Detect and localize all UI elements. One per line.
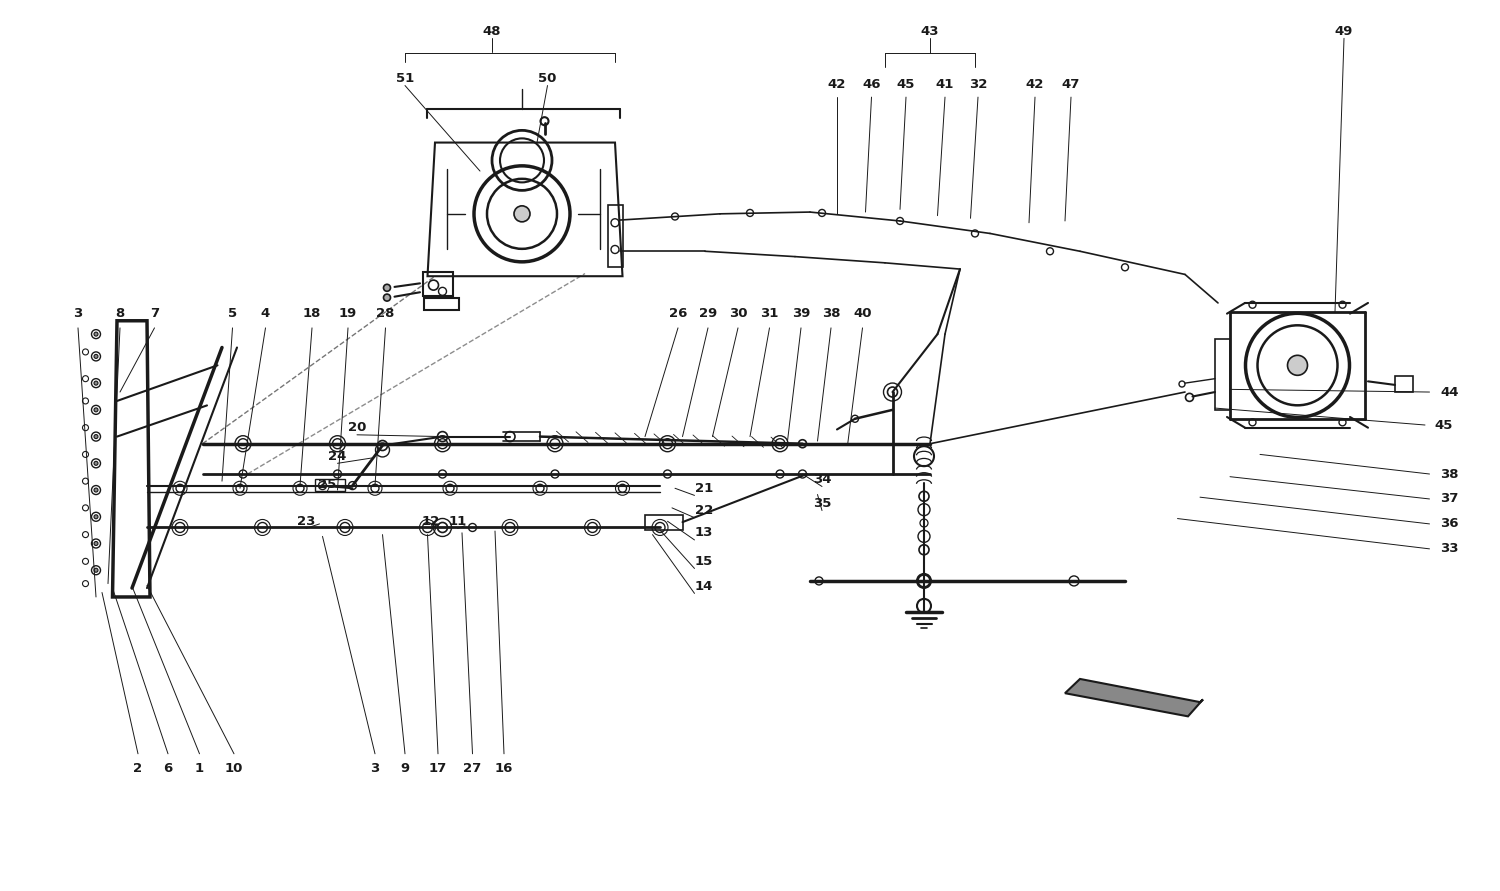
Text: 11: 11 <box>448 515 466 527</box>
Text: 22: 22 <box>694 504 712 517</box>
Text: 3: 3 <box>74 307 82 320</box>
Text: 25: 25 <box>318 478 336 491</box>
Text: 37: 37 <box>1440 493 1458 505</box>
Text: 14: 14 <box>694 580 712 593</box>
Text: 38: 38 <box>822 307 840 320</box>
Circle shape <box>94 542 98 545</box>
Text: 26: 26 <box>669 307 687 320</box>
Text: 41: 41 <box>936 78 954 91</box>
Text: 46: 46 <box>862 78 880 91</box>
Text: 48: 48 <box>483 25 501 37</box>
Text: 24: 24 <box>328 450 346 462</box>
Text: 34: 34 <box>813 473 831 486</box>
Circle shape <box>94 435 98 438</box>
Text: 44: 44 <box>1440 386 1458 398</box>
Text: 12: 12 <box>422 515 440 527</box>
Text: 5: 5 <box>228 307 237 320</box>
Text: 49: 49 <box>1335 25 1353 37</box>
Text: 19: 19 <box>339 307 357 320</box>
Text: 45: 45 <box>1434 419 1452 431</box>
Circle shape <box>94 568 98 572</box>
Text: 35: 35 <box>813 497 831 510</box>
Text: 23: 23 <box>297 515 315 527</box>
Text: 42: 42 <box>828 78 846 91</box>
Text: 45: 45 <box>897 78 915 91</box>
Text: 3: 3 <box>370 762 380 774</box>
Text: 28: 28 <box>376 307 394 320</box>
Text: 8: 8 <box>116 307 124 320</box>
Text: 47: 47 <box>1062 78 1080 91</box>
Circle shape <box>94 408 98 412</box>
Text: 50: 50 <box>538 72 556 85</box>
Text: 15: 15 <box>694 555 712 568</box>
Text: 17: 17 <box>429 762 447 774</box>
Circle shape <box>384 284 390 291</box>
Circle shape <box>94 381 98 385</box>
Circle shape <box>94 355 98 358</box>
Text: 43: 43 <box>921 25 939 37</box>
Text: 6: 6 <box>164 762 172 774</box>
Text: 27: 27 <box>464 762 482 774</box>
Circle shape <box>1287 356 1308 375</box>
Text: 36: 36 <box>1440 518 1458 530</box>
Text: 13: 13 <box>694 527 712 539</box>
Text: 29: 29 <box>699 307 717 320</box>
Text: 42: 42 <box>1026 78 1044 91</box>
Text: 2: 2 <box>134 762 142 774</box>
Polygon shape <box>1065 679 1203 716</box>
Text: 39: 39 <box>792 307 810 320</box>
Circle shape <box>94 332 98 336</box>
Text: 21: 21 <box>694 482 712 495</box>
Text: 4: 4 <box>261 307 270 320</box>
Text: 32: 32 <box>969 78 987 91</box>
Text: 18: 18 <box>303 307 321 320</box>
Circle shape <box>94 462 98 465</box>
Text: 38: 38 <box>1440 468 1458 480</box>
Text: 1: 1 <box>195 762 204 774</box>
Text: 31: 31 <box>760 307 778 320</box>
Text: 20: 20 <box>348 421 366 434</box>
Text: 51: 51 <box>396 72 414 85</box>
Text: 33: 33 <box>1440 543 1458 555</box>
Text: 30: 30 <box>729 307 747 320</box>
Circle shape <box>514 206 529 222</box>
Circle shape <box>94 488 98 492</box>
Circle shape <box>384 294 390 301</box>
Text: 40: 40 <box>853 307 871 320</box>
Text: 10: 10 <box>225 762 243 774</box>
Circle shape <box>94 515 98 519</box>
Text: 9: 9 <box>400 762 410 774</box>
Text: 7: 7 <box>150 307 159 320</box>
Text: 16: 16 <box>495 762 513 774</box>
